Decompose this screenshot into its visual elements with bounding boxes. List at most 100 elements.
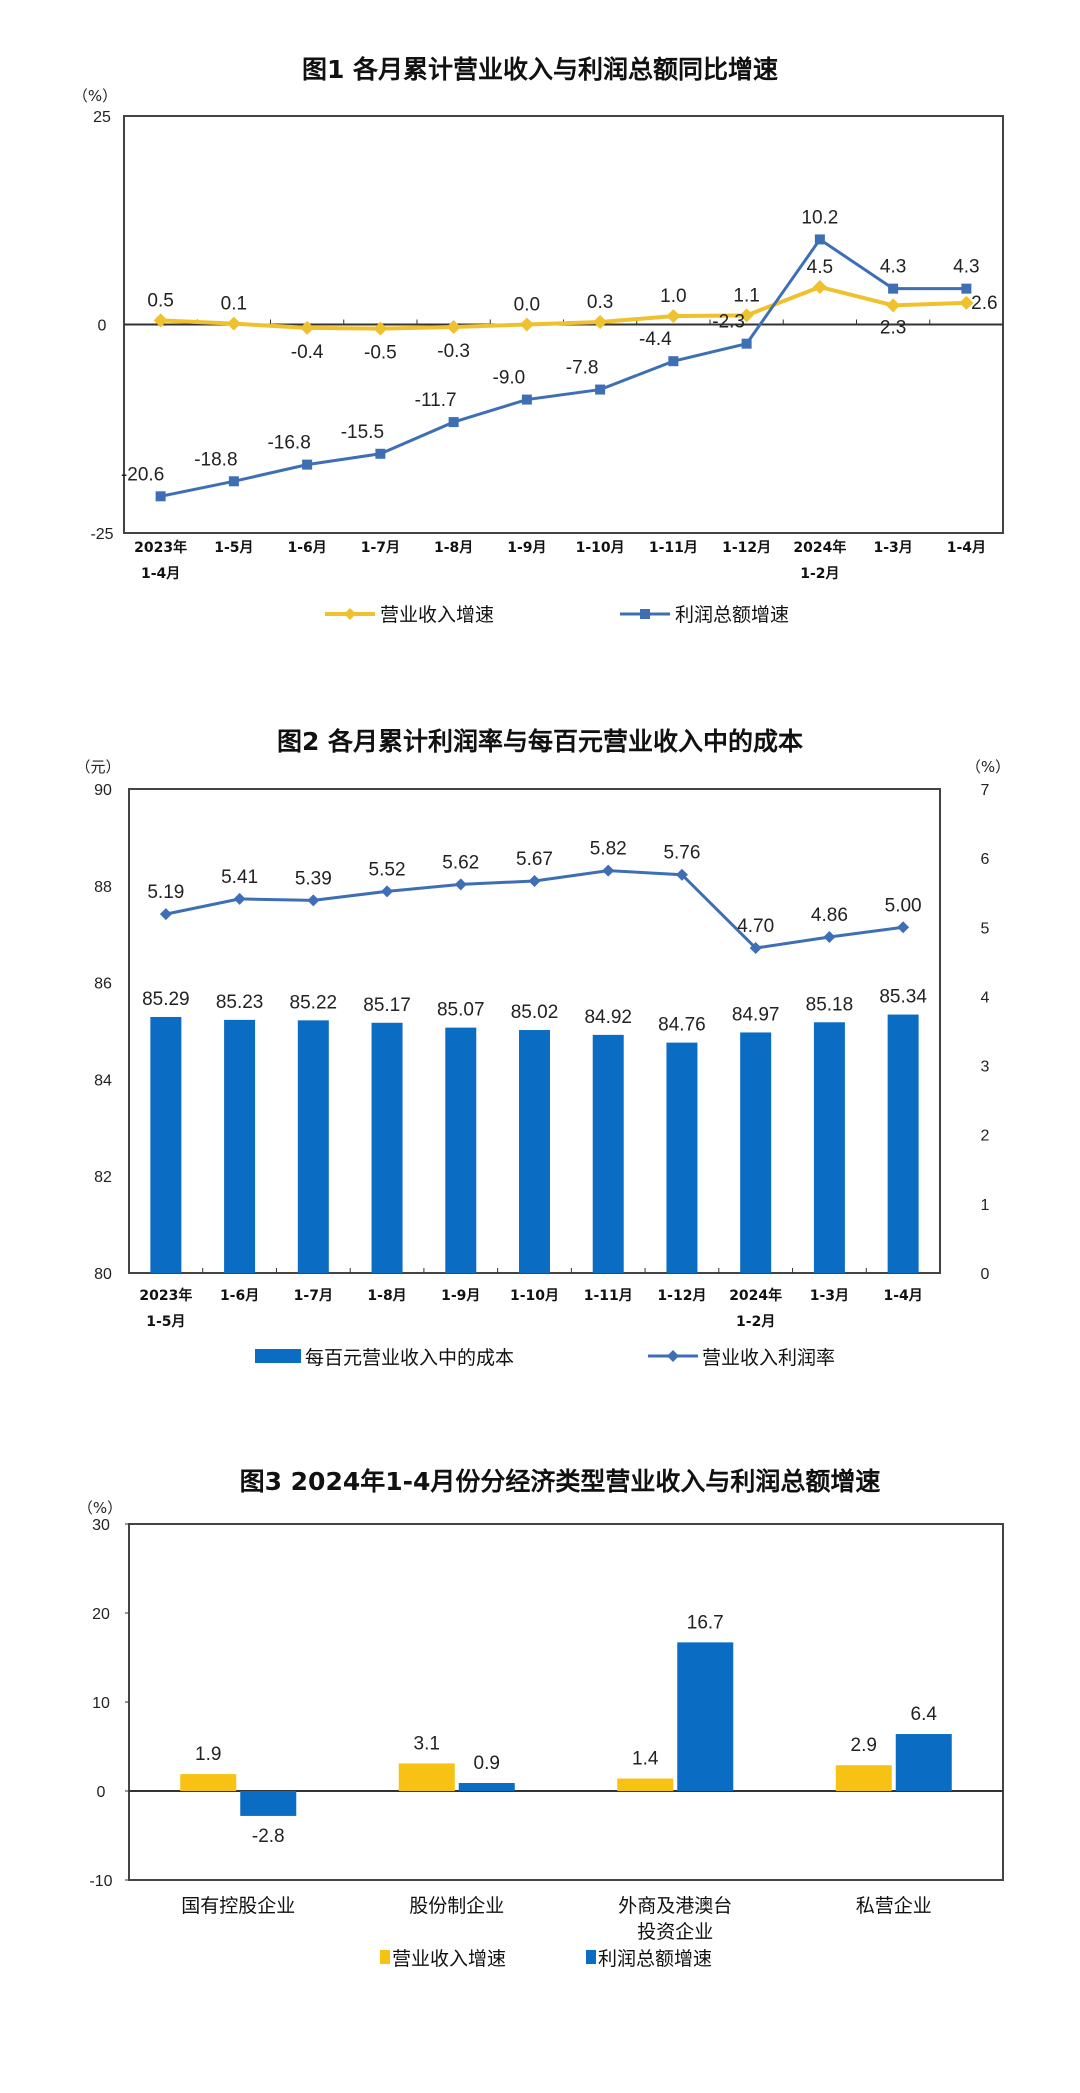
chart2-y-unit-right: （%） — [966, 758, 1010, 776]
chart1-profit-point — [448, 417, 459, 428]
chart2-x-tick-label: 1-6月 — [220, 1288, 259, 1304]
chart1-data-label-0: 4.5 — [807, 257, 833, 278]
chart3-x-tick-label: 投资企业 — [637, 1921, 713, 1943]
chart3-x-tick-label: 私营企业 — [856, 1895, 932, 1917]
chart1-profit-point — [155, 491, 166, 502]
chart1-data-label-0: -0.4 — [291, 342, 324, 363]
chart3-y-tick: 10 — [92, 1695, 110, 1712]
chart2-cost-bar — [519, 1030, 550, 1273]
chart2-line-label: 5.67 — [516, 849, 553, 870]
chart1-revenue-point — [446, 320, 461, 335]
chart3-profit-bar — [458, 1782, 515, 1791]
chart2-x-tick-label: 1-4月 — [883, 1288, 922, 1304]
chart1-x-tick-label: 1-7月 — [361, 540, 400, 556]
chart3-y-tick: -10 — [89, 1873, 112, 1890]
chart1-revenue-point — [373, 321, 388, 336]
chart1-revenue-point — [812, 279, 827, 294]
chart2-bar-label: 85.17 — [363, 995, 411, 1016]
chart2-y-tick-left: 82 — [94, 1169, 112, 1186]
chart2-cost-bar — [297, 1020, 329, 1273]
chart2-x-tick-label: 1-12月 — [657, 1288, 706, 1304]
chart3-y-tick: 0 — [97, 1784, 106, 1801]
chart1-profit-point — [814, 234, 825, 245]
chart2-line-label: 4.86 — [811, 905, 848, 926]
chart3-legend-profit: 利润总额增速 — [598, 1948, 712, 1970]
chart2-title: 图2 各月累计利润率与每百元营业收入中的成本 — [277, 727, 803, 756]
chart3-profit-bar — [677, 1642, 734, 1791]
chart2-line-label: 5.62 — [442, 852, 479, 873]
chart2-cost-bar — [813, 1022, 845, 1273]
chart1-profit-point — [595, 384, 606, 395]
chart1-data-label-1: 4.3 — [953, 257, 979, 278]
chart1-y-unit: （%） — [73, 87, 117, 105]
chart3-bar-label: 3.1 — [414, 1733, 440, 1754]
chart1-y-tick: 25 — [93, 109, 111, 126]
chart2-cost-bar — [592, 1034, 624, 1273]
chart2-margin-point — [749, 942, 762, 955]
chart2-bar-label: 84.76 — [658, 1015, 706, 1036]
chart3-bar-label: 6.4 — [911, 1704, 938, 1725]
chart2-bar-label: 85.23 — [216, 992, 264, 1013]
chart2-line-label: 5.52 — [369, 859, 406, 880]
chart1-x-tick-label: 1-8月 — [434, 540, 473, 556]
chart1-revenue-point — [226, 316, 241, 331]
chart1-revenue-point — [886, 298, 901, 313]
chart2-line-label: 5.76 — [663, 843, 700, 864]
chart2-bar-label: 85.29 — [142, 989, 190, 1010]
chart3-bar-label: 1.9 — [195, 1744, 221, 1765]
chart2-cost-bar — [371, 1022, 403, 1273]
chart2-bar-label: 84.92 — [584, 1007, 632, 1028]
chart2-y-tick-right: 4 — [981, 989, 990, 1006]
chart2-margin-point — [159, 908, 172, 921]
chart1-data-label-1: -15.5 — [341, 422, 384, 443]
chart1-profit-point — [302, 459, 313, 470]
chart1-legend-revenue: 营业收入增速 — [380, 604, 494, 626]
chart2-y-tick-right: 0 — [981, 1266, 990, 1283]
chart2-x-tick-label: 1-11月 — [584, 1288, 633, 1304]
chart2-bar-label: 85.22 — [290, 992, 338, 1013]
chart2-legend-swatch-cost — [255, 1349, 301, 1363]
chart2-cost-bar — [666, 1042, 698, 1273]
chart2-y-tick-left: 80 — [94, 1266, 112, 1283]
chart1-data-label-1: -11.7 — [415, 390, 457, 411]
chart3-y-unit: （%） — [78, 1499, 122, 1517]
chart2-margin-point — [307, 894, 320, 907]
chart1-x-tick-label: 1-4月 — [947, 540, 986, 556]
chart3-bar-label: 2.9 — [851, 1735, 877, 1756]
chart2-x-tick-label: 2023年 — [139, 1287, 192, 1304]
chart2-margin-point — [233, 892, 246, 905]
chart3-profit-bar — [240, 1791, 297, 1816]
chart3-bar-label: -2.8 — [252, 1826, 285, 1847]
chart2-x-tick-label: 1-8月 — [367, 1288, 406, 1304]
chart1-data-label-1: -2.3 — [712, 312, 745, 333]
chart2-legend-cost: 每百元营业收入中的成本 — [305, 1347, 514, 1369]
chart3-x-tick-label: 国有控股企业 — [181, 1895, 295, 1917]
chart1-profit-point — [888, 283, 899, 294]
chart1-data-label-0: 0.3 — [587, 292, 613, 313]
chart1-x-tick-label: 1-3月 — [873, 540, 912, 556]
chart1-x-tick-label: 1-2月 — [800, 566, 839, 582]
chart3-revenue-bar — [180, 1774, 237, 1791]
chart2-margin-point — [602, 864, 615, 877]
chart3-revenue-bar — [617, 1778, 674, 1791]
chart1-revenue-point — [739, 308, 754, 323]
chart1-data-label-1: 10.2 — [801, 207, 838, 228]
chart1-profit-point — [741, 338, 752, 349]
chart2-x-tick-label: 1-10月 — [510, 1288, 559, 1304]
chart2-y-tick-right: 3 — [981, 1059, 990, 1076]
chart1-data-label-0: 0.5 — [147, 290, 173, 311]
chart1-profit-point — [668, 356, 679, 367]
chart1-profit-point — [375, 448, 386, 459]
chart1-legend-marker-profit — [640, 609, 650, 619]
chart2-y-tick-left: 86 — [94, 976, 112, 993]
chart2-bar-label: 85.18 — [806, 994, 854, 1015]
chart3-bar-label: 0.9 — [474, 1753, 500, 1774]
chart1-x-tick-label: 1-11月 — [649, 540, 698, 556]
chart1-data-label-1: -9.0 — [493, 368, 526, 389]
chart2-line-label: 5.41 — [221, 867, 258, 888]
chart1-series-line-1 — [160, 237, 967, 498]
chart1-data-label-1: 4.3 — [880, 257, 906, 278]
chart3-revenue-bar — [398, 1763, 455, 1791]
chart1-series-line-0 — [160, 284, 967, 331]
chart1-data-label-1: -20.6 — [121, 464, 164, 485]
